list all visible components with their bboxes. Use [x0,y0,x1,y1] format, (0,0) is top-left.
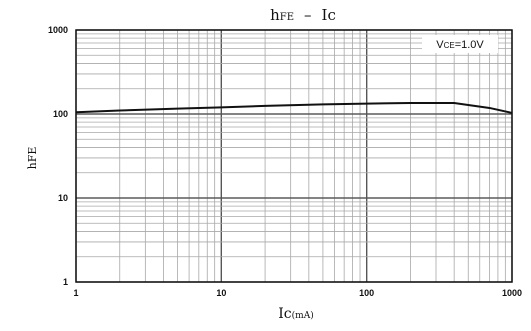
annotation-text: VCE=1.0V [436,39,484,51]
annotation-value: =1.0V [455,39,485,51]
annotation-subscript: CE [444,41,455,50]
x-tick-label: 10 [216,288,226,298]
y-tick-labels: 1 10 100 1000 [48,25,68,287]
title-dash: – [304,6,312,24]
x-axis-label: Ic(mA) [278,306,313,322]
annotation-background [422,35,498,53]
y-tick-label: 1000 [48,25,68,35]
title-subscript: FE [280,12,294,23]
y-tick-label: 10 [58,193,68,203]
x-tick-label: 1000 [502,288,522,298]
chart-title: hFE – Ic [270,6,336,24]
y-tick-label: 100 [53,109,68,119]
x-tick-labels: 1 10 100 1000 [73,288,522,298]
x-tick-label: 1 [73,288,78,298]
plot-frame [75,29,513,283]
x-tick-label: 100 [359,288,374,298]
grid [75,29,513,283]
vce-annotation: VCE=1.0V [422,35,498,53]
y-tick-label: 1 [63,277,68,287]
y-axis-label: hFE [26,147,39,170]
annotation-main: V [436,39,444,51]
x-axis-label-unit: (mA) [292,310,314,321]
title-main: h [270,6,280,24]
series-line [75,102,513,114]
title-right: Ic [322,6,336,24]
x-axis-label-main: Ic [278,306,292,322]
